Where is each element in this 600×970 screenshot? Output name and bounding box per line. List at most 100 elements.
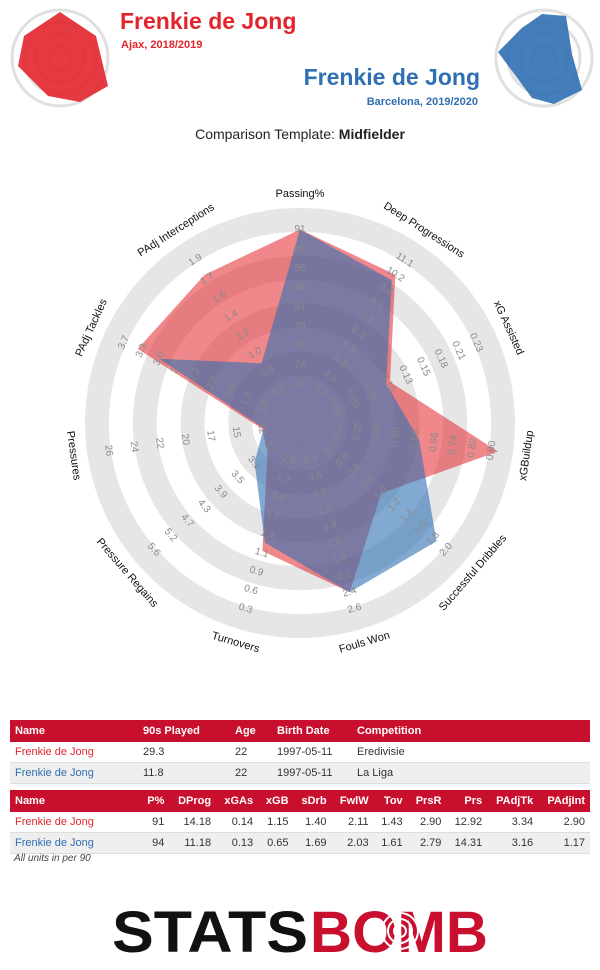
radar-tick-label: 15 — [230, 426, 243, 439]
cell: 11.18 — [169, 832, 217, 854]
series-2-area — [159, 229, 437, 593]
radar-tick-label: 0.50 — [389, 426, 403, 447]
col-competition: Competition — [352, 720, 590, 742]
radar-tick-label: 1.1 — [317, 502, 334, 517]
radar-tick-label: 0.4 — [303, 453, 320, 468]
cell: 14.18 — [169, 812, 217, 833]
radar-tick-label: 2.4 — [342, 585, 359, 600]
col-sdrb: sDrb — [293, 790, 332, 812]
player-stats-table: Name P% DProg xGAs xGB sDrb FwlW Tov Prs… — [10, 790, 590, 854]
radar-axis-label: Turnovers — [210, 630, 261, 656]
radar-tick-label: 0.90 — [485, 440, 499, 461]
cell: 22 — [230, 762, 272, 784]
radar-tick-label: 2.3 — [187, 366, 203, 384]
radar-tick-label: 1.3 — [239, 390, 255, 408]
cell: Frenkie de Jong — [10, 742, 138, 763]
radar-tick-label: 0.6 — [308, 469, 325, 484]
radar-tick-label: 74 — [294, 360, 306, 371]
radar-tick-label: 3.7 — [116, 334, 132, 352]
radar-tick-label: 3.0 — [151, 350, 167, 368]
player1-badge — [10, 8, 110, 108]
radar-tick-label: 2.0 — [204, 374, 220, 392]
player1-team-season: Ajax, 2018/2019 — [121, 39, 203, 51]
radar-tick-label: 2.0 — [270, 490, 287, 505]
cell: 3.34 — [487, 812, 539, 833]
cell: 91 — [140, 812, 170, 833]
radar-tick-label: 76 — [294, 340, 306, 351]
player2-name: Frenkie de Jong — [303, 64, 480, 90]
radar-axis-label: Passing% — [276, 188, 325, 200]
radar-tick-label: 88 — [294, 243, 306, 254]
radar-tick-label: 1.7 — [264, 509, 281, 524]
radar-tick-label: 22 — [153, 437, 166, 450]
radar-tick-label: 0.6 — [243, 583, 260, 598]
cell: 29.3 — [138, 742, 230, 763]
units-footnote: All units in per 90 — [14, 853, 91, 864]
radar-tick-label: 86 — [294, 263, 306, 274]
cell: 12.92 — [446, 812, 488, 833]
cell: 1.40 — [293, 812, 332, 833]
cell: 1.69 — [293, 832, 332, 854]
cell: Frenkie de Jong — [10, 832, 140, 854]
radar-tick-label: 0.9 — [312, 486, 329, 501]
radar-tick-label: 0.66 — [427, 431, 441, 452]
logo-text-left: STATS — [112, 900, 308, 962]
radar-axis-label: Pressures — [64, 430, 83, 481]
radar-tick-label: 1.0 — [257, 398, 273, 416]
radar-tick-label: 2.5 — [281, 453, 298, 468]
col-age: Age — [230, 720, 272, 742]
cell: 1.15 — [258, 812, 294, 833]
logo-target-icon — [381, 912, 419, 950]
cell: 14.31 — [446, 832, 488, 854]
cell: 1.43 — [373, 812, 408, 833]
radar-tick-label: 1.6 — [327, 535, 344, 550]
cell: Eredivisie — [352, 742, 590, 763]
statsbomb-logo: STATS BOMB — [112, 900, 488, 962]
cell: 0.13 — [216, 832, 259, 854]
col-xgas: xGAs — [216, 790, 259, 812]
table-row: Frenkie de Jong 29.3 22 1997-05-11 Eredi… — [10, 742, 590, 763]
radar-series — [137, 229, 498, 593]
col-padjtk: PAdjTk — [487, 790, 539, 812]
radar-tick-label: 91 — [294, 224, 306, 235]
radar-tick-label: 0.35 — [351, 420, 365, 441]
radar-tick-label: 0.3 — [237, 602, 254, 617]
player2-badge — [494, 8, 594, 108]
radar-tick-label: 1.4 — [259, 527, 276, 542]
cell: Frenkie de Jong — [10, 812, 140, 833]
radar-tick-label: 24 — [128, 441, 141, 454]
cell: 0.14 — [216, 812, 259, 833]
col-passing-pct: P% — [140, 790, 170, 812]
player1-badge-shape — [18, 12, 108, 102]
player1-name: Frenkie de Jong — [120, 8, 297, 34]
radar-tick-label: 12 — [255, 422, 268, 435]
col-xgb: xGB — [258, 790, 294, 812]
col-prs: Prs — [446, 790, 488, 812]
player-info-table: Name 90s Played Age Birth Date Competiti… — [10, 720, 590, 784]
radar-tick-label: 1.9 — [332, 552, 349, 567]
cell: 2.90 — [538, 812, 590, 833]
radar-tick-label: 0.43 — [370, 423, 384, 444]
col-birth-date: Birth Date — [272, 720, 352, 742]
col-prsr: PrsR — [407, 790, 447, 812]
cell: 3.16 — [487, 832, 539, 854]
cell: 2.90 — [407, 812, 447, 833]
radar-tick-label: 1.4 — [322, 519, 339, 534]
table-row: Frenkie de Jong 94 11.18 0.13 0.65 1.69 … — [10, 832, 590, 854]
radar-axis-label: Fouls Won — [338, 629, 392, 655]
radar-tick-label: 84 — [294, 282, 306, 293]
radar-tick-label: 79 — [294, 321, 306, 332]
cell: Frenkie de Jong — [10, 762, 138, 784]
cell: 2.03 — [331, 832, 374, 854]
cell: 22 — [230, 742, 272, 763]
radar-tick-label: 17 — [204, 430, 217, 443]
cell: 94 — [140, 832, 170, 854]
radar-tick-label: 0.58 — [408, 429, 422, 450]
table-row: Frenkie de Jong 91 14.18 0.14 1.15 1.40 … — [10, 812, 590, 833]
comparison-template: Comparison Template: Midfielder — [0, 126, 600, 142]
radar-tick-label: 72 — [294, 379, 306, 390]
logo-text-right: BOMB — [310, 900, 488, 962]
radar-tick-label: 1.1 — [254, 546, 271, 561]
player2-team-season: Barcelona, 2019/2020 — [366, 96, 478, 108]
player2-badge-shape — [498, 14, 582, 104]
